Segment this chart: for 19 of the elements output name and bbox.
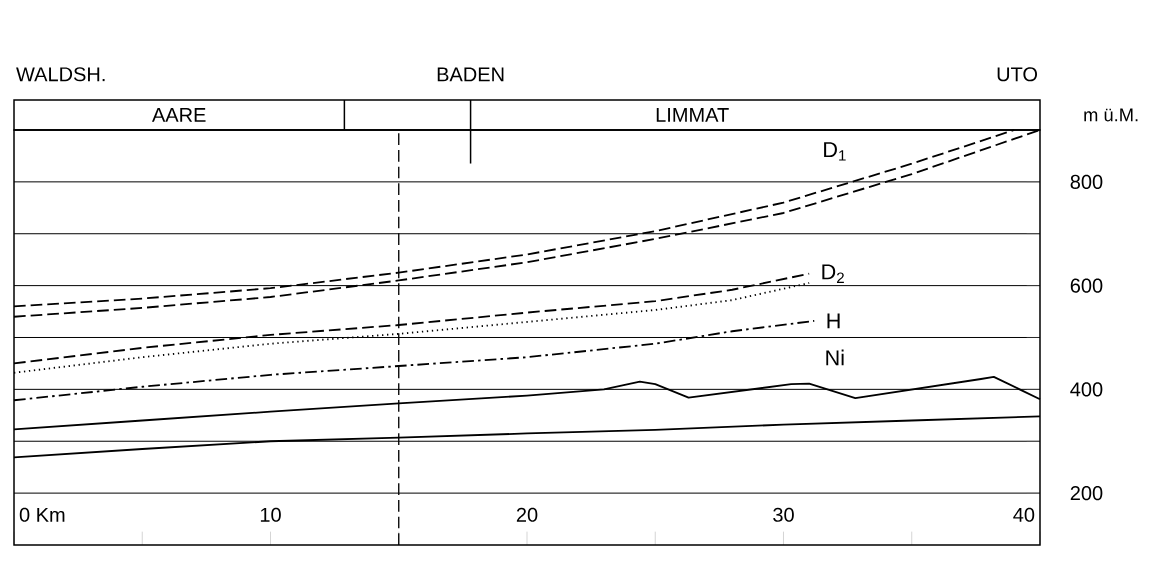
x-tick-label: 20 xyxy=(516,507,538,522)
y-tick-label: 600 xyxy=(1070,278,1103,293)
text: AARE xyxy=(151,108,206,122)
x-tick-label: 40 xyxy=(1013,507,1035,522)
x-tick-label: 0 Km xyxy=(19,507,65,522)
series-label: D$_{1}$ xyxy=(824,142,846,161)
text: BADEN xyxy=(437,67,504,82)
series-label: H xyxy=(827,313,840,329)
x-tick-label: 30 xyxy=(773,507,794,522)
series-label: D$_{2}$ xyxy=(822,264,844,283)
series-label: Ni xyxy=(826,349,844,366)
y-tick-label: 800 xyxy=(1070,174,1103,189)
text: UTO xyxy=(997,67,1038,82)
y-tick-label: 200 xyxy=(1070,486,1103,501)
text: WALDSH. xyxy=(16,67,105,82)
y-tick-label: 400 xyxy=(1070,382,1103,397)
y-axis-title: m ü.M. xyxy=(1084,108,1138,122)
x-tick-label: 10 xyxy=(260,507,281,522)
text: LIMMAT xyxy=(656,108,729,122)
